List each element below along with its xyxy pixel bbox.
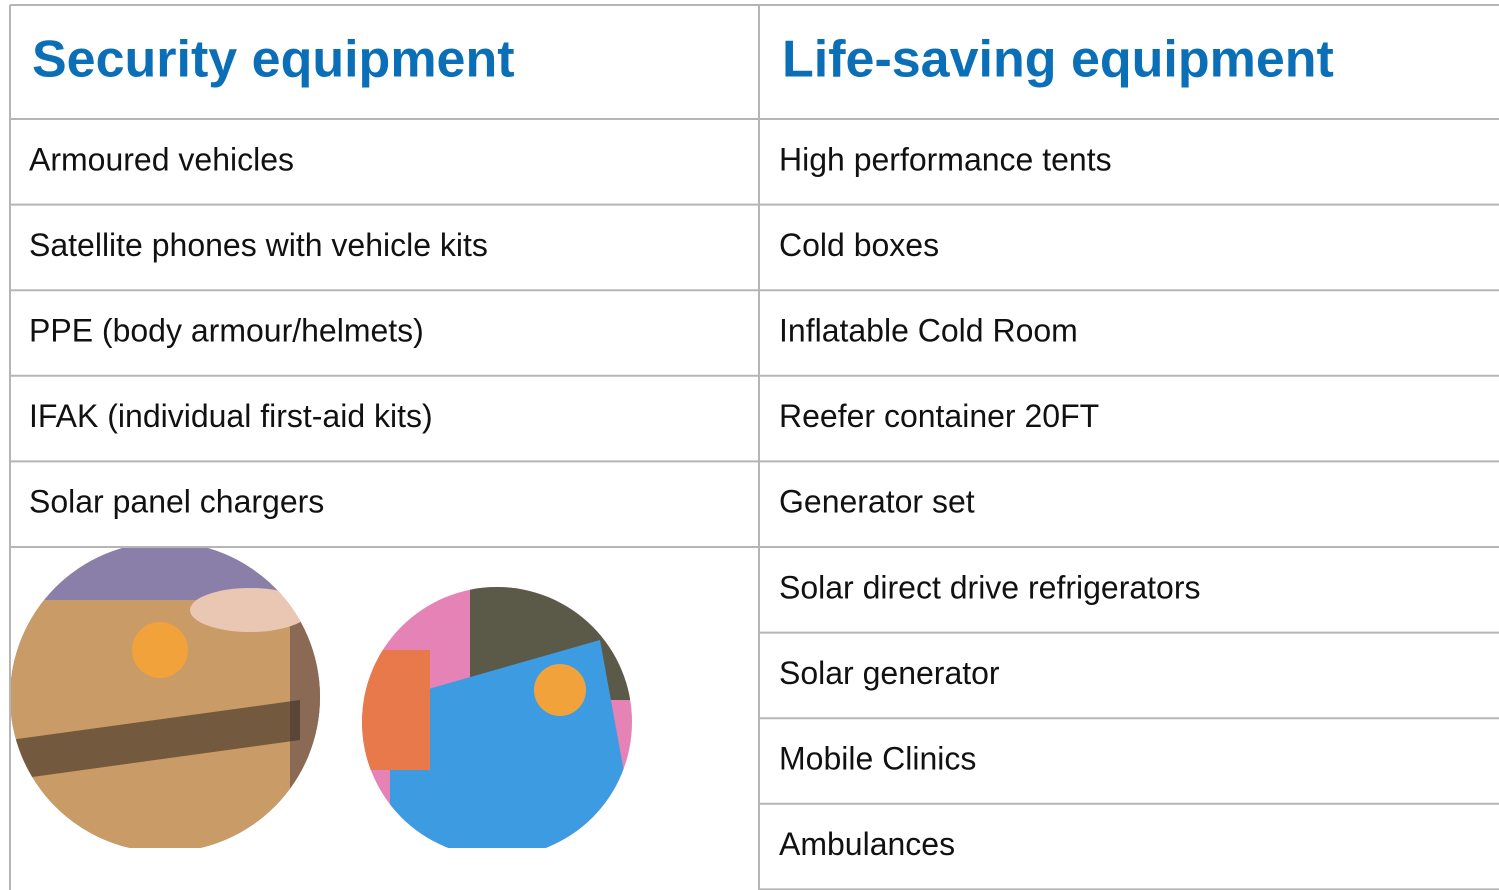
item: Generator set	[779, 484, 975, 520]
photos	[0, 540, 650, 860]
item: Solar direct drive refrigerators	[779, 569, 1200, 605]
photo-box	[0, 540, 330, 860]
item: Mobile Clinics	[779, 740, 976, 776]
item: Armoured vehicles	[29, 141, 294, 177]
equipment-table: Security equipment Armoured vehicles Satel…	[0, 0, 1499, 890]
column-header: Life-saving equipment	[782, 31, 1334, 89]
item: Solar panel chargers	[29, 484, 324, 520]
photo-bag	[350, 580, 650, 860]
item: Satellite phones with vehicle kits	[29, 227, 488, 263]
item: High performance tents	[779, 141, 1112, 177]
item: Solar generator	[779, 655, 1000, 691]
item: Ambulances	[779, 826, 955, 862]
item: Inflatable Cold Room	[779, 312, 1078, 348]
item: Cold boxes	[779, 227, 939, 263]
column-header: Security equipment	[32, 31, 515, 89]
item: PPE (body armour/helmets)	[29, 312, 424, 348]
item: Reefer container 20FT	[779, 398, 1099, 434]
item: IFAK (individual first-aid kits)	[29, 398, 433, 434]
